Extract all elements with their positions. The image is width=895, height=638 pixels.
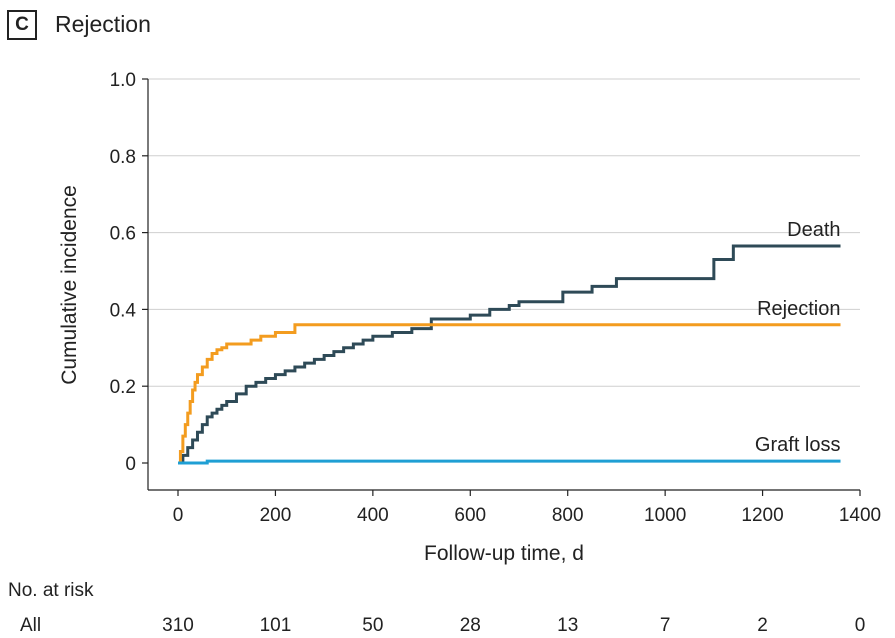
axes (147, 79, 860, 491)
x-tick-label: 0 (173, 505, 184, 526)
y-axis-title: Cumulative incidence (58, 185, 81, 385)
x-axis-title: Follow-up time, d (424, 542, 584, 565)
y-tick-label: 0.2 (110, 377, 136, 398)
risk-value: 310 (162, 615, 194, 636)
x-tick-label: 1000 (644, 505, 686, 526)
series-labels: Death Rejection Graft loss (755, 219, 841, 456)
x-tick-label: 400 (357, 505, 389, 526)
series-line-death (178, 244, 841, 465)
panel-title: Rejection (55, 11, 151, 37)
series-lines (178, 244, 841, 465)
risk-value: 2 (757, 615, 768, 636)
y-tick-label: 0.8 (110, 147, 136, 168)
risk-value: 101 (260, 615, 292, 636)
risk-value: 13 (557, 615, 578, 636)
panel-tag: C (7, 10, 37, 40)
y-tick-label: 0.4 (110, 300, 137, 321)
x-axis-ticks: 0 200 400 600 800 1000 1200 1400 (173, 490, 881, 526)
gridlines (148, 78, 860, 387)
series-label-rejection: Rejection (757, 298, 840, 320)
risk-table-rows: All 310 101 50 28 13 7 2 0 (20, 615, 865, 636)
x-tick-label: 1200 (741, 505, 783, 526)
y-axis-ticks: 0 0.2 0.4 0.6 0.8 1.0 (110, 70, 148, 475)
y-tick-label: 0 (125, 454, 136, 475)
risk-value: 50 (362, 615, 383, 636)
risk-value: 7 (660, 615, 671, 636)
series-label-graft-loss: Graft loss (755, 434, 841, 456)
series-line-rejection (178, 323, 841, 465)
risk-value: 0 (855, 615, 866, 636)
x-tick-label: 600 (454, 505, 486, 526)
risk-value: 28 (460, 615, 481, 636)
x-tick-label: 1400 (839, 505, 881, 526)
y-tick-label: 0.6 (110, 224, 136, 245)
x-tick-label: 800 (552, 505, 584, 526)
risk-table-title: No. at risk (8, 580, 94, 601)
series-label-death: Death (787, 219, 840, 241)
y-tick-label: 1.0 (110, 70, 136, 91)
risk-row-label: All (20, 615, 41, 636)
x-tick-label: 200 (260, 505, 292, 526)
series-line-graft-loss (178, 459, 841, 465)
